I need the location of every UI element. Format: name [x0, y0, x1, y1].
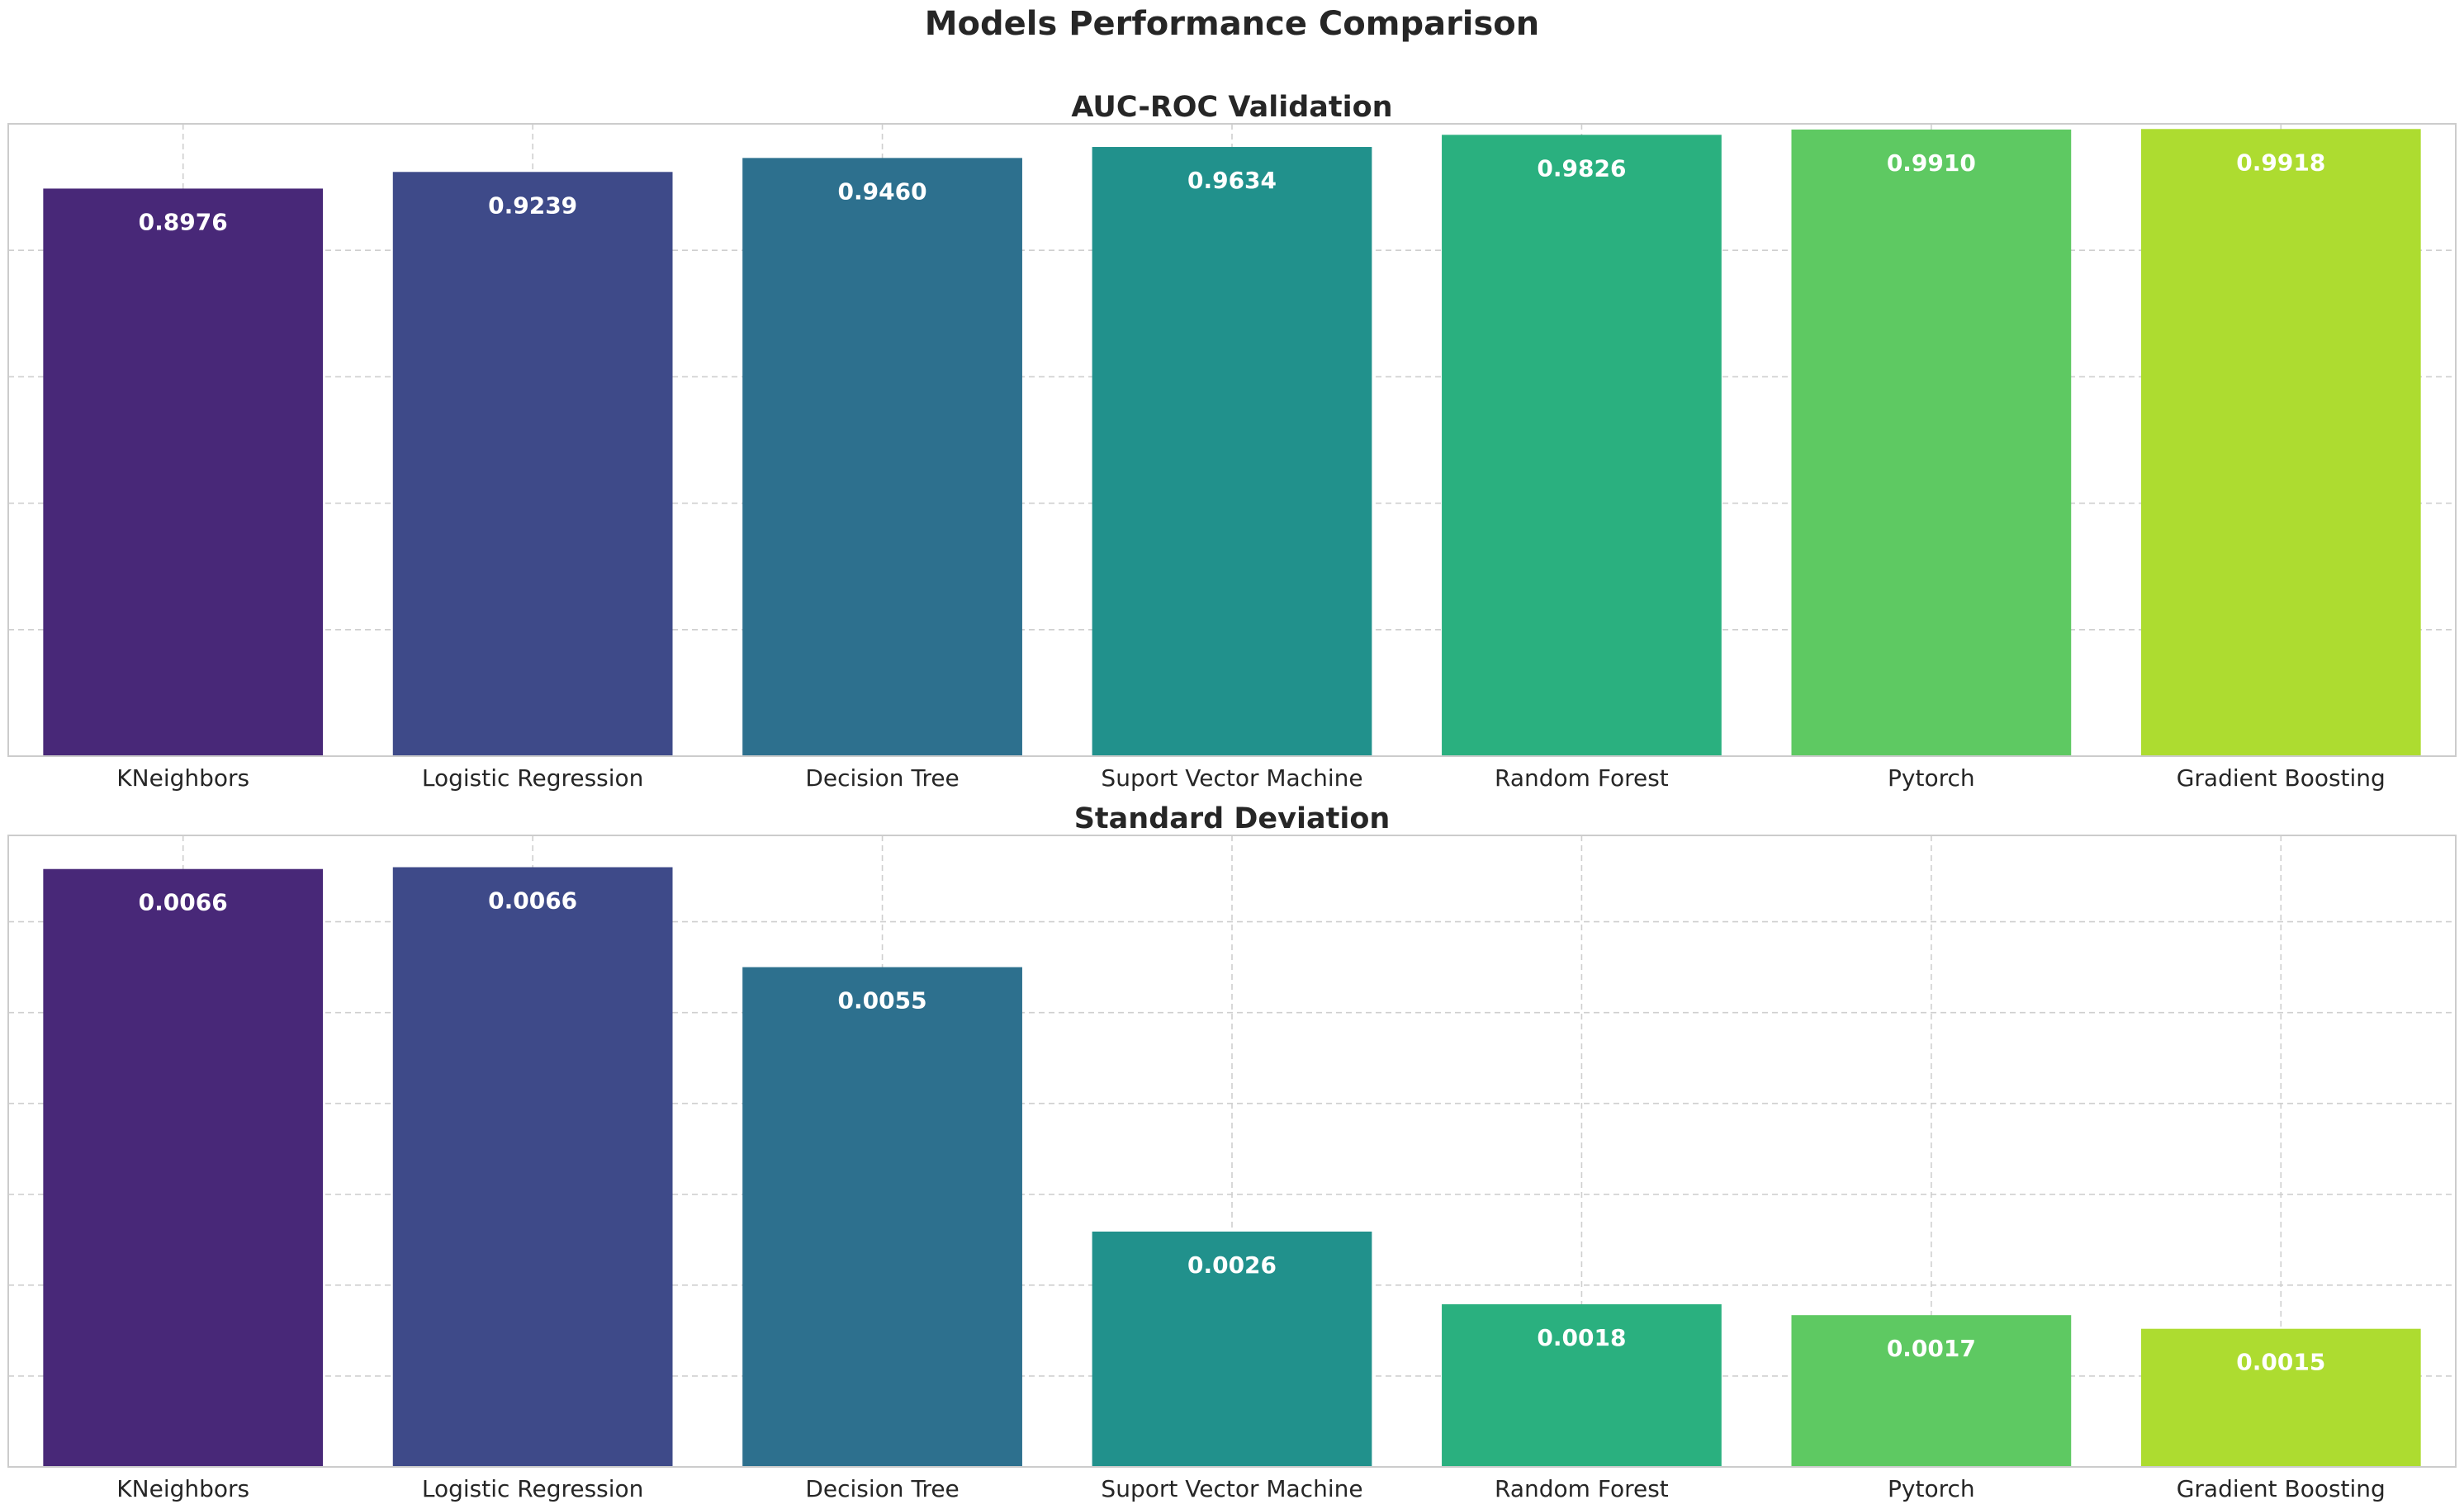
- std-dev-bar: [742, 967, 1022, 1467]
- auc-roc-bar: [742, 158, 1022, 756]
- auc-roc-value-label: 0.9826: [1537, 154, 1626, 182]
- std-dev-chart: Standard Deviation 0.0066 0.00660.00550.0…: [7, 802, 2457, 1502]
- std-dev-x-tick-label: Logistic Regression: [422, 1475, 644, 1502]
- std-dev-value-label: 0.0017: [1887, 1335, 1976, 1362]
- std-dev-x-tick-label: Decision Tree: [805, 1475, 959, 1502]
- std-dev-bar: [43, 868, 324, 1467]
- std-dev-chart-title: Standard Deviation: [1074, 802, 1391, 835]
- auc-roc-x-tick-label: Pytorch: [1888, 764, 1975, 792]
- auc-roc-x-tick-label: Suport Vector Machine: [1101, 764, 1362, 792]
- auc-roc-bar: [43, 188, 324, 756]
- std-dev-value-label: 0.0066: [488, 887, 577, 915]
- auc-roc-value-label: 0.9910: [1887, 149, 1976, 177]
- std-dev-x-tick-labels: KNeighbors Logistic Regression Decision Tr…: [116, 1475, 2386, 1502]
- std-dev-bars: 0.0066 0.0066 0.0055 0.0026 0.0018 0.0017 0.00…: [43, 867, 2421, 1467]
- auc-roc-value-label: 0.8976: [139, 208, 228, 235]
- std-dev-bar: [392, 867, 673, 1467]
- auc-roc-bar: [1791, 129, 2072, 757]
- std-dev-value-label: 0.0066: [139, 889, 228, 916]
- std-dev-x-tick-label: Random Forest: [1495, 1475, 1669, 1502]
- figure-title: Models Performance Comparison: [925, 5, 1540, 43]
- auc-roc-x-tick-label: KNeighbors: [116, 764, 249, 792]
- auc-roc-value-label: 0.9460: [838, 177, 927, 205]
- std-dev-bar: [1092, 1231, 1372, 1467]
- std-dev-x-tick-label: Suport Vector Machine: [1101, 1475, 1362, 1502]
- std-dev-bar: [2140, 1328, 2421, 1467]
- auc-roc-x-tick-labels: KNeighbors Logistic Regression Decision Tr…: [116, 764, 2386, 792]
- std-dev-x-tick-label: Gradient Boosting: [2177, 1475, 2386, 1502]
- auc-roc-bar: [2140, 129, 2421, 757]
- std-dev-value-label: 0.0026: [1187, 1251, 1277, 1279]
- std-dev-value-label: 0.0015: [2236, 1349, 2325, 1376]
- std-dev-value-label: 0.0018: [1537, 1324, 1626, 1351]
- std-dev-value-label: 0.0055: [838, 987, 927, 1015]
- auc-roc-value-label: 0.9918: [2236, 149, 2325, 176]
- std-dev-bar: [1791, 1315, 2072, 1467]
- std-dev-x-tick-label: Pytorch: [1888, 1475, 1975, 1502]
- auc-roc-bar: [1442, 135, 1722, 757]
- auc-roc-x-tick-label: Gradient Boosting: [2177, 764, 2386, 792]
- std-dev-x-tick-label: KNeighbors: [116, 1475, 249, 1502]
- std-dev-plot-frame: [7, 835, 2457, 1468]
- auc-roc-bars: 0.8976 0.9239 0.9460 0.9634 0.9826 0.9910 0.99…: [43, 129, 2421, 757]
- auc-roc-x-tick-label: Random Forest: [1495, 764, 1669, 792]
- auc-roc-x-tick-label: Decision Tree: [805, 764, 959, 792]
- auc-roc-value-label: 0.9239: [488, 192, 577, 219]
- auc-roc-value-label: 0.9634: [1187, 167, 1277, 194]
- auc-roc-bar: [392, 172, 673, 756]
- std-dev-bar: [1442, 1303, 1722, 1467]
- auc-roc-plot-frame: [7, 123, 2457, 757]
- auc-roc-chart: AUC-ROC Validation 0.8976 0.9239 0.9460 0.9…: [7, 91, 2457, 792]
- auc-roc-chart-title: AUC-ROC Validation: [1071, 91, 1392, 124]
- auc-roc-x-tick-label: Logistic Regression: [422, 764, 644, 792]
- auc-roc-bar: [1092, 147, 1372, 757]
